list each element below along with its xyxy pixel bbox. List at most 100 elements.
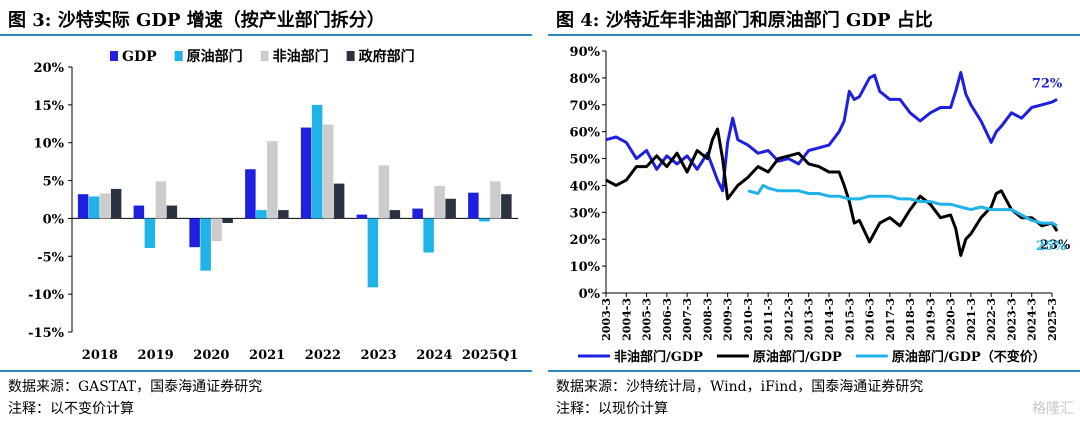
bar — [200, 218, 211, 271]
x-tick-label: 2004-3 — [620, 298, 633, 341]
bar — [468, 192, 479, 219]
x-tick-label: 2020 — [193, 348, 229, 363]
x-tick-label: 2015-3 — [843, 298, 856, 341]
figure-3-title: 图 3: 沙特实际 GDP 增速（按产业部门拆分） — [8, 10, 385, 31]
y-tick-label: 0% — [43, 212, 65, 227]
source-rule — [0, 370, 532, 372]
x-tick-label: 2003-3 — [600, 298, 613, 341]
legend-label: 非油部门 — [273, 48, 329, 65]
x-tick-label: 2016-3 — [864, 298, 877, 341]
bar — [378, 165, 390, 219]
figure-4-title: 图 4: 沙特近年非油部门和原油部门 GDP 占比 — [556, 10, 933, 31]
bar — [256, 210, 267, 219]
figure-3-source: 数据来源：GASTAT，国泰海通证券研究 — [8, 379, 263, 395]
x-tick-label: 2021-3 — [965, 298, 978, 341]
y-tick-label: -10% — [28, 288, 64, 303]
x-tick-label: 2017-3 — [884, 298, 897, 341]
y-tick-label: 0% — [579, 287, 601, 302]
figure-4-source: 数据来源：沙特统计局，Wind，iFind，国泰海通证券研究 — [556, 379, 924, 395]
source-rule — [548, 370, 1080, 372]
bar — [189, 218, 200, 248]
figure-3-panel: 图 3: 沙特实际 GDP 增速（按产业部门拆分） -15% -10% -5% 0% 5… — [0, 0, 532, 422]
y-tick-label: 30% — [570, 206, 601, 221]
x-tick-label: 2019 — [138, 348, 174, 363]
bar — [434, 185, 445, 219]
bar — [412, 208, 423, 219]
y-tick-label: 10% — [34, 137, 65, 152]
y-tick-label: -15% — [28, 326, 64, 341]
figure-4-note: 注释：以现价计算 — [556, 401, 668, 417]
x-tick-label: 2023 — [361, 348, 397, 363]
title-rule — [0, 34, 532, 36]
x-tick-label: 2021 — [249, 348, 285, 363]
legend-swatch — [174, 51, 183, 61]
y-tick-label: 5% — [43, 175, 65, 190]
bar — [311, 104, 323, 219]
bar — [155, 181, 167, 219]
bar — [367, 218, 379, 288]
figure-3-note: 注释：以不变价计算 — [8, 401, 134, 417]
x-tick-label: 2023-3 — [1005, 298, 1018, 341]
bar — [77, 194, 89, 219]
bar — [133, 205, 145, 219]
bar-chart: -15% -10% -5% 0% 5% 10% 15% 20% 2018 2019 2020 2021… — [28, 48, 519, 363]
line-chart: 0% 10% 20% 30% 40% 50% 60% 70% 80% 90% 2003-3 2004-… — [570, 45, 1071, 365]
title-rule — [548, 34, 1080, 36]
y-tick-label: 15% — [34, 99, 65, 114]
x-tick-label: 2024 — [416, 348, 452, 363]
x-tick-label: 2018-3 — [904, 298, 917, 341]
y-tick-label: 40% — [570, 179, 601, 194]
bar — [222, 218, 233, 223]
figure-4-panel: 图 4: 沙特近年非油部门和原油部门 GDP 占比 0% 10% 20% 30% 40%… — [548, 0, 1080, 422]
x-tick-label: 2006-3 — [661, 298, 674, 341]
legend-swatch — [346, 51, 355, 61]
bar — [88, 196, 100, 219]
x-tick-label: 2008-3 — [701, 298, 714, 341]
y-tick-label: 90% — [570, 45, 601, 60]
y-tick-label: 70% — [570, 99, 601, 114]
bar — [166, 205, 178, 219]
x-tick-label: 2025Q1 — [462, 348, 519, 363]
legend-label: 政府部门 — [359, 48, 415, 65]
legend-label: 原油部门/GDP（不变价） — [892, 349, 1046, 365]
legend-label: 原油部门 — [187, 48, 243, 65]
bar — [501, 194, 512, 219]
legend-swatch — [260, 51, 269, 61]
series-end-label: 25% — [1036, 239, 1067, 254]
y-tick-label: 80% — [570, 72, 601, 87]
bar — [211, 218, 222, 242]
x-tick-label: 2020-3 — [945, 298, 958, 341]
x-tick-label: 2025-3 — [1046, 298, 1059, 341]
y-tick-label: 20% — [570, 233, 601, 248]
legend-label: 原油部门/GDP — [753, 349, 842, 365]
x-tick-label: 2024-3 — [1026, 298, 1039, 341]
y-tick-label: 20% — [34, 61, 65, 76]
bar — [445, 198, 456, 219]
x-tick-label: 2005-3 — [641, 298, 654, 341]
x-tick-label: 2022-3 — [985, 298, 998, 341]
x-tick-label: 2018 — [82, 348, 118, 363]
bar — [300, 127, 312, 219]
bar — [356, 214, 368, 219]
bar — [267, 141, 278, 219]
legend-label: 非油部门/GDP — [614, 349, 703, 365]
x-tick-label: 2007-3 — [681, 298, 694, 341]
y-tick-label: -5% — [37, 250, 64, 265]
bar — [322, 124, 334, 219]
y-tick-label: 50% — [570, 153, 601, 168]
bar — [333, 183, 345, 219]
series-end-label: 23% — [1040, 238, 1071, 253]
bar — [389, 210, 401, 219]
bar — [245, 169, 256, 219]
x-tick-label: 2019-3 — [924, 298, 937, 341]
x-tick-label: 2022 — [305, 348, 341, 363]
series-line — [605, 127, 1059, 257]
series-line — [747, 183, 1058, 228]
bar — [99, 193, 111, 219]
x-tick-label: 2009-3 — [722, 298, 735, 341]
legend-swatch — [110, 51, 118, 61]
bar — [110, 188, 122, 219]
series-end-label: 72% — [1032, 76, 1063, 91]
watermark-logo: 格隆汇 — [1032, 401, 1074, 417]
bar — [479, 218, 490, 222]
